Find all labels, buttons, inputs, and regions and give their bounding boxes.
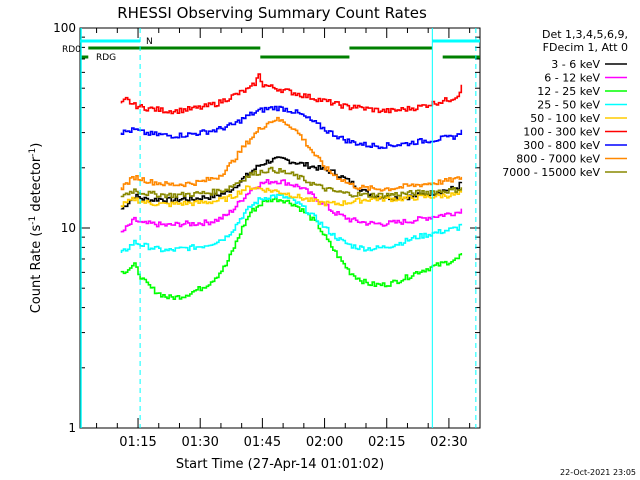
series-line xyxy=(120,166,463,199)
x-axis: 01:15 01:30 01:45 02:00 02:15 02:30 xyxy=(96,28,471,450)
series-line xyxy=(120,196,463,300)
y-tick-label: 100 xyxy=(53,21,76,35)
legend-entry-label: 300 - 800 keV xyxy=(523,139,600,152)
flag-label: RDG xyxy=(96,53,116,63)
legend-entry-label: 3 - 6 keV xyxy=(551,58,600,71)
flag-label: RD0 xyxy=(62,45,81,55)
legend-entry-label: 12 - 25 keV xyxy=(537,85,600,98)
series-line xyxy=(120,105,463,150)
y-axis-label-end: ) xyxy=(29,143,44,148)
series-line xyxy=(120,185,463,208)
series-line xyxy=(120,179,463,233)
footer-timestamp: 22-Oct-2021 23:05 xyxy=(560,468,636,477)
series-line xyxy=(120,73,463,115)
y-tick-label: 1 xyxy=(68,421,76,435)
legend-entry-label: 6 - 12 keV xyxy=(544,72,600,85)
x-tick-label: 01:15 xyxy=(119,435,156,450)
vertical-markers xyxy=(80,28,477,428)
y-tick-label: 10 xyxy=(61,221,76,235)
legend-entry-label: 800 - 7000 keV xyxy=(516,153,600,166)
legend-entry-label: 100 - 300 keV xyxy=(523,126,600,139)
legend-header-line2: FDecim 1, Att 0 xyxy=(543,41,628,54)
x-tick-label: 01:45 xyxy=(244,435,281,450)
x-axis-label: Start Time (27-Apr-14 01:01:02) xyxy=(176,457,384,472)
y-axis-label-sup1: -1 xyxy=(28,216,38,225)
y-axis: 1 10 100 xyxy=(53,21,480,435)
legend: Det 1,3,4,5,6,9,FDecim 1, Att 0 3 - 6 keV… xyxy=(502,28,628,179)
series-lines xyxy=(120,73,463,300)
legend-entry-label: 50 - 100 keV xyxy=(530,112,600,125)
x-tick-label: 01:30 xyxy=(181,435,218,450)
y-axis-label: Count Rate (s-1 detector-1) xyxy=(28,143,44,314)
legend-entry-label: 25 - 50 keV xyxy=(537,99,600,112)
x-tick-label: 02:30 xyxy=(430,435,467,450)
legend-header-line1: Det 1,3,4,5,6,9, xyxy=(542,28,628,41)
y-axis-label-mid: detector xyxy=(29,156,44,216)
x-tick-label: 02:15 xyxy=(368,435,405,450)
x-tick-label: 02:00 xyxy=(306,435,343,450)
series-line xyxy=(120,116,463,192)
y-axis-label-main: Count Rate (s xyxy=(29,225,44,314)
chart-title: RHESSI Observing Summary Count Rates xyxy=(117,4,427,22)
legend-entry-label: 7000 - 15000 keV xyxy=(502,166,600,179)
y-axis-label-sup2: -1 xyxy=(28,148,38,157)
flag-bars: N RD0 RDG xyxy=(62,37,480,63)
flag-label: N xyxy=(146,37,153,47)
